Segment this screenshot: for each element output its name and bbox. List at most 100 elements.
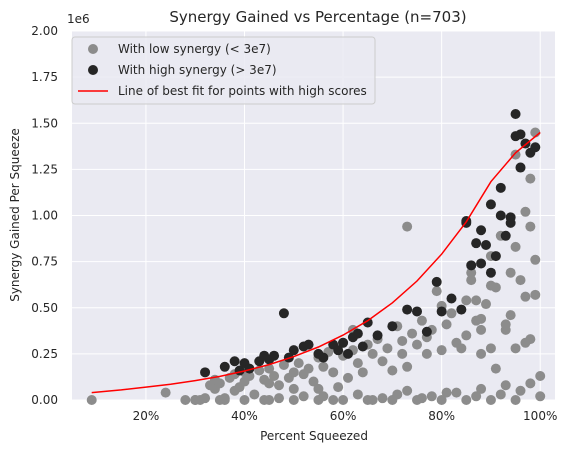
y-axis-offset-label: 1e6 (67, 12, 90, 26)
high-synergy-point (362, 317, 373, 328)
low-synergy-point (525, 221, 536, 232)
high-synergy-point (338, 337, 349, 348)
low-synergy-point (441, 387, 452, 398)
low-synergy-point (313, 383, 324, 394)
low-synergy-point (461, 330, 472, 341)
high-synergy-point (495, 210, 506, 221)
low-synergy-point (264, 363, 275, 374)
high-synergy-point (495, 182, 506, 193)
legend-low-marker (88, 44, 98, 54)
y-tick-label: 1.25 (31, 162, 58, 176)
low-synergy-point (476, 383, 487, 394)
low-synergy-point (288, 367, 299, 378)
y-tick-label: 0.50 (31, 301, 58, 315)
low-synergy-point (485, 343, 496, 354)
low-synergy-point (490, 363, 501, 374)
low-synergy-point (456, 343, 467, 354)
low-synergy-point (421, 348, 432, 359)
high-synergy-point (200, 367, 211, 378)
low-synergy-point (264, 378, 275, 389)
low-synergy-point (180, 395, 191, 405)
low-synergy-point (259, 395, 270, 405)
low-synergy-point (525, 173, 536, 184)
low-synergy-point (505, 310, 516, 321)
legend-high-label: With high synergy (> 3e7) (118, 63, 277, 77)
y-axis-label: Synergy Gained Per Squeeze (8, 128, 22, 302)
high-synergy-point (269, 350, 280, 361)
high-synergy-point (288, 345, 299, 356)
x-tick-label: 80% (428, 409, 455, 423)
low-synergy-point (318, 361, 329, 372)
low-synergy-point (387, 365, 398, 376)
low-synergy-point (446, 308, 457, 319)
low-synergy-point (535, 371, 546, 382)
low-synergy-point (481, 299, 491, 310)
low-synergy-point (505, 267, 516, 278)
low-synergy-point (357, 367, 368, 378)
high-synergy-point (372, 330, 383, 341)
low-synergy-point (535, 391, 546, 402)
low-synergy-point (402, 361, 413, 372)
low-synergy-point (244, 371, 255, 382)
x-tick-label: 40% (231, 409, 258, 423)
high-synergy-point (500, 230, 511, 241)
low-synergy-point (352, 389, 363, 400)
low-synergy-point (520, 337, 531, 348)
high-synergy-point (515, 129, 526, 140)
low-synergy-point (461, 395, 472, 405)
low-synergy-point (303, 363, 314, 374)
low-synergy-point (510, 241, 521, 252)
high-synergy-point (466, 260, 477, 271)
high-synergy-point (387, 321, 398, 332)
low-synergy-point (293, 358, 304, 369)
low-synergy-point (328, 395, 339, 405)
high-synergy-point (431, 276, 442, 287)
high-synergy-point (490, 251, 501, 262)
low-synergy-point (471, 391, 482, 402)
low-synergy-point (392, 389, 403, 400)
y-tick-label: 0.00 (31, 393, 58, 407)
high-synergy-point (476, 225, 487, 236)
low-synergy-point (520, 291, 531, 302)
high-synergy-point (510, 109, 521, 120)
low-synergy-point (239, 395, 250, 405)
low-synergy-point (249, 389, 260, 400)
low-synergy-point (288, 383, 299, 394)
legend: With low synergy (< 3e7) With high syner… (71, 36, 376, 105)
y-tick-label: 0.75 (31, 255, 58, 269)
low-synergy-point (377, 356, 388, 367)
low-synergy-point (190, 395, 201, 405)
high-synergy-point (229, 356, 240, 367)
high-synergy-point (357, 341, 368, 352)
low-synergy-point (436, 395, 447, 405)
high-synergy-points (200, 109, 541, 378)
low-synergy-point (333, 382, 344, 393)
high-synergy-point (505, 217, 516, 228)
low-synergy-point (328, 367, 339, 378)
low-synergy-point (476, 348, 487, 359)
low-synergy-point (461, 295, 472, 306)
high-synergy-point (318, 352, 329, 363)
low-synergy-point (485, 395, 496, 405)
high-synergy-point (446, 293, 457, 304)
low-synergy-point (515, 385, 526, 396)
low-synergy-point (343, 372, 353, 383)
high-synergy-point (481, 240, 491, 251)
high-synergy-point (412, 306, 422, 317)
low-synergy-point (382, 343, 393, 354)
high-synergy-point (303, 339, 314, 350)
low-synergy-point (407, 328, 418, 339)
low-synergy-point (466, 275, 477, 286)
high-synergy-point (343, 348, 353, 359)
low-synergy-point (377, 393, 388, 404)
low-synergy-point (318, 391, 329, 402)
legend-fit-label: Line of best fit for points with high sc… (118, 84, 367, 98)
chart-title: Synergy Gained vs Percentage (n=703) (169, 8, 466, 26)
low-synergy-point (495, 389, 506, 400)
low-synergy-points (86, 127, 546, 405)
legend-low-label: With low synergy (< 3e7) (118, 42, 271, 56)
low-synergy-point (510, 149, 521, 160)
y-tick-label: 1.00 (31, 209, 58, 223)
x-tick-label: 20% (133, 409, 160, 423)
low-synergy-point (338, 395, 349, 405)
